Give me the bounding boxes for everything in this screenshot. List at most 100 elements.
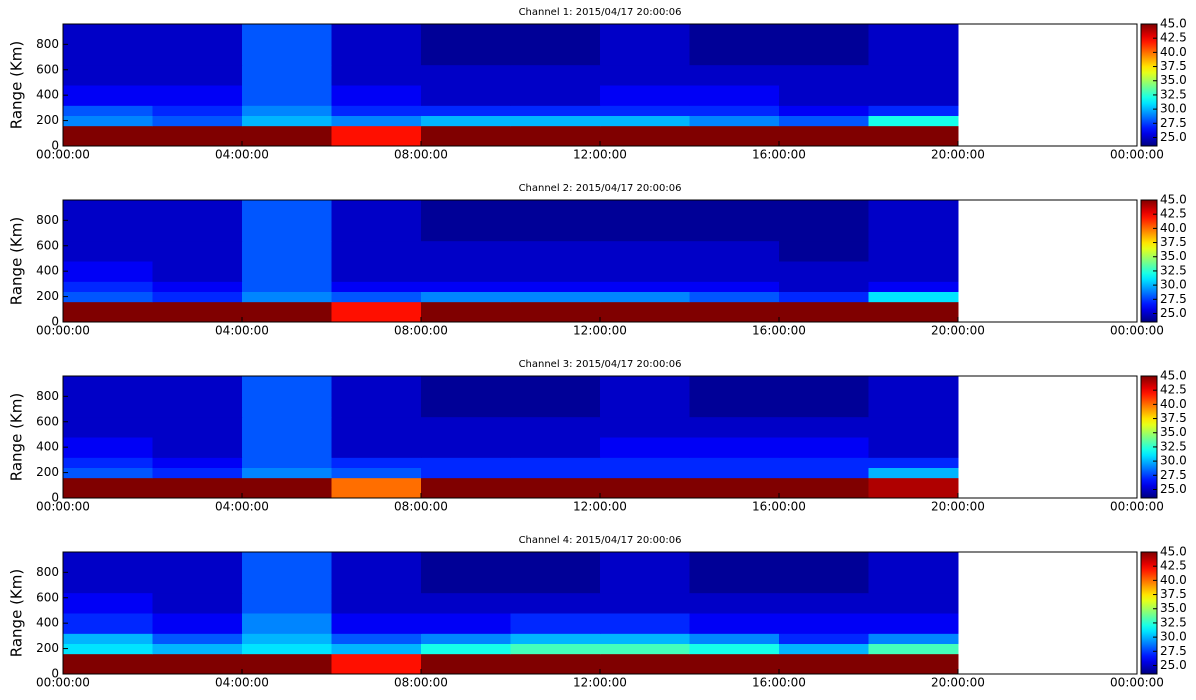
heatmap-cell [152, 653, 243, 675]
heatmap-cell [242, 643, 332, 655]
heatmap-cell [63, 477, 153, 499]
colorbar-tick-label: 40.0 [1160, 45, 1187, 59]
heatmap-cell [689, 437, 780, 458]
colorbar-tick-label: 37.5 [1160, 235, 1187, 249]
heatmap-cell [510, 115, 601, 127]
heatmap-cell [510, 613, 601, 634]
colorbar-tick-label: 40.0 [1160, 573, 1187, 587]
heatmap-cell [331, 552, 422, 594]
heatmap-cell [331, 477, 422, 499]
heatmap-cell [779, 633, 869, 644]
colorbar-tick-label: 35.0 [1160, 601, 1187, 615]
heatmap-cell [689, 85, 780, 106]
heatmap-cell [242, 240, 332, 262]
heatmap-cell [600, 467, 690, 479]
heatmap-cell [242, 105, 332, 116]
heatmap-cell [242, 115, 332, 127]
colorbar-tick-label: 37.5 [1160, 587, 1187, 601]
heatmap-cell [331, 633, 422, 644]
heatmap-cell [689, 301, 780, 323]
heatmap-cell [600, 24, 690, 66]
colorbar-tick-label: 35.0 [1160, 249, 1187, 263]
heatmap-cell [63, 437, 153, 458]
y-tick-label: 800 [36, 213, 59, 227]
x-tick-label: 00:00:00 [36, 324, 90, 338]
heatmap-cell [689, 291, 780, 303]
heatmap-cell [510, 240, 601, 262]
x-tick-label: 04:00:00 [215, 324, 269, 338]
heatmap-cell [689, 261, 780, 282]
heatmap-cell [421, 376, 511, 418]
heatmap-cell [331, 416, 422, 438]
heatmap-cell [689, 125, 780, 147]
heatmap-cell [600, 291, 690, 303]
heatmap-cell [779, 477, 869, 499]
heatmap-cell [63, 64, 153, 86]
x-tick-label: 00:00:00 [36, 676, 90, 690]
colorbar-tick-label: 45.0 [1160, 545, 1187, 559]
heatmap-cell [152, 85, 243, 106]
x-tick-label: 08:00:00 [394, 148, 448, 162]
heatmap-cell [689, 467, 780, 479]
heatmap-cell [421, 301, 511, 323]
heatmap-cell [242, 64, 332, 86]
colorbar-tick-label: 32.5 [1160, 87, 1187, 101]
heatmap-cell [331, 85, 422, 106]
heatmap-cell [421, 24, 511, 66]
heatmap-cell [779, 105, 869, 116]
heatmap-cell [510, 552, 601, 594]
colorbar-tick-label: 42.5 [1160, 383, 1187, 397]
y-tick-label: 800 [36, 389, 59, 403]
heatmap-cell [510, 261, 601, 282]
x-tick-label: 20:00:00 [931, 676, 985, 690]
heatmap-cell [779, 261, 869, 282]
heatmap-cell [510, 653, 601, 675]
heatmap-cell [152, 125, 243, 147]
chart-title: Channel 3: 2015/04/17 20:00:06 [519, 359, 682, 370]
heatmap-cell [421, 437, 511, 458]
heatmap-cell [152, 437, 243, 458]
heatmap-cell [779, 437, 869, 458]
heatmap-cell [242, 281, 332, 292]
heatmap-cell [779, 643, 869, 655]
heatmap-cell [63, 125, 153, 147]
heatmap-cell [421, 643, 511, 655]
heatmap-cell [779, 291, 869, 303]
heatmap-cell [331, 613, 422, 634]
heatmap-cell [510, 64, 601, 86]
x-tick-label: 16:00:00 [752, 676, 806, 690]
x-tick-label: 12:00:00 [573, 148, 627, 162]
heatmap-cell [868, 613, 959, 634]
heatmap-cell [868, 240, 959, 262]
heatmap-cell [331, 200, 422, 242]
x-tick-label: 12:00:00 [573, 676, 627, 690]
heatmap-cell [779, 125, 869, 147]
heatmap-cell [242, 85, 332, 106]
heatmap-cell [779, 653, 869, 675]
heatmap-cell [868, 125, 959, 147]
heatmap-cell [510, 85, 601, 106]
x-tick-label: 00:00:00 [36, 500, 90, 514]
x-tick-label: 08:00:00 [394, 676, 448, 690]
colorbar [1140, 23, 1158, 147]
heatmap-cell [63, 416, 153, 438]
colorbar-tick-label: 30.0 [1160, 102, 1187, 116]
y-tick-label: 800 [36, 565, 59, 579]
heatmap-cell [689, 643, 780, 655]
heatmap-cell [868, 64, 959, 86]
heatmap-cell [868, 653, 959, 675]
heatmap-cell [779, 592, 869, 614]
heatmap-cell [331, 240, 422, 262]
y-tick-label: 400 [36, 264, 59, 278]
colorbar-tick-label: 25.0 [1160, 306, 1187, 320]
x-tick-label: 00:00:00 [1110, 500, 1164, 514]
y-tick-label: 0 [51, 139, 59, 153]
heatmap-cell [421, 477, 511, 499]
heatmap-cell [779, 457, 869, 468]
colorbar-tick-label: 27.5 [1160, 644, 1187, 658]
heatmap-cell [242, 552, 332, 594]
heatmap-cell [510, 24, 601, 66]
colorbar-tick-label: 30.0 [1160, 454, 1187, 468]
heatmap-cell [600, 64, 690, 86]
heatmap-cell [689, 416, 780, 438]
